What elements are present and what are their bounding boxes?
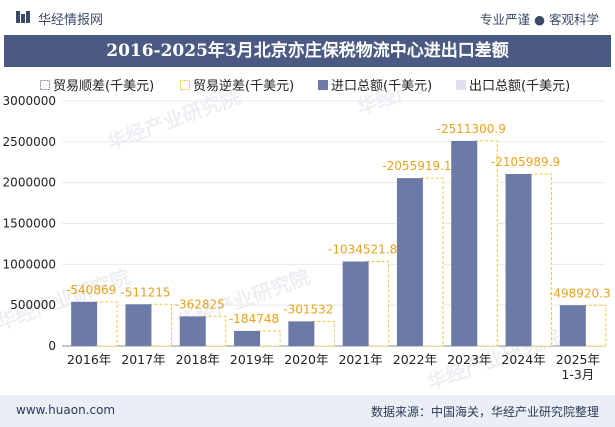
x-tick-label: 2024年 [501,352,545,367]
data-label: -362825 [175,297,225,311]
chart-legend: 贸易顺差(千美元) 贸易逆差(千美元) 进口总额(千美元) 出口总额(千美元) [30,75,610,94]
bar-import [559,305,586,346]
legend-swatch-export [456,79,466,90]
legend-label-deficit: 贸易逆差(千美元) [193,79,295,94]
y-axis: 0 500000 1000000 1500000 2000000 2500000 30000… [3,94,56,353]
data-label: -1034521.8 [328,243,397,257]
x-tick-label: 2017年 [121,352,165,367]
x-tick-label: 2020年 [284,352,328,367]
legend-label-surplus: 贸易顺差(千美元) [53,79,155,94]
watermark-text: 华经产业研究院 [354,90,494,120]
logo-icon [16,11,30,23]
bar-deficit [474,140,498,347]
data-label: -184748 [229,312,279,326]
legend-swatch-deficit [180,79,190,90]
y-tick-label: 3000000 [3,94,56,108]
data-label: -511215 [120,285,170,299]
legend-item-export: 出口总额(千美元) [456,75,570,94]
legend-item-surplus: 贸易顺差(千美元) [40,75,154,94]
chart-data-labels: -540869 -511215 -362825 -184748 -301532 -1034… [66,122,611,326]
bar-chart: 华经产业研究院华经产业研究院华经产业研究院华经产业研究院华经产业研究院 -540… [0,90,611,395]
data-label: -498920.3 [549,286,611,300]
bar-import [179,316,206,346]
bar-deficit [366,261,390,347]
y-tick-label: 1000000 [3,257,56,271]
title-band: 2016-2025年3月北京亦庄保税物流中心进出口差额 [4,35,611,67]
chart-bars [71,140,607,347]
data-label: -2105989.9 [491,155,560,169]
bar-import [505,174,532,346]
data-label: -2055919.1 [382,159,451,173]
data-label: -540869 [66,283,116,297]
x-tick-label: 2022年 [393,352,437,367]
legend-item-deficit: 贸易逆差(千美元) [180,75,294,94]
bar-import [288,321,315,346]
x-axis: 2016年 2017年 2018年 2019年 2020年 2021年 2022年 2023年… [67,352,600,382]
tagline-left: 专业严谨 [480,12,531,27]
bar-import [396,178,423,346]
bar-deficit [203,315,227,347]
y-tick-label: 0 [48,339,56,353]
top-bar: 华经情报网 专业严谨 ● 客观科学 [0,0,615,34]
bar-import [71,301,98,346]
data-label: -301532 [283,302,333,316]
bar-deficit [311,320,335,347]
bar-deficit [583,304,607,347]
tagline: 专业严谨 ● 客观科学 [480,9,599,28]
bar-import [342,261,369,346]
watermark-text: 华经产业研究院 [104,90,244,155]
y-tick-label: 2500000 [3,135,56,149]
legend-label-import: 进口总额(千美元) [331,79,433,94]
bar-import [234,330,261,346]
bar-deficit [94,301,118,347]
y-tick-label: 1500000 [3,217,56,231]
legend-swatch-surplus [40,79,50,90]
footer-source: 数据来源：中国海关，华经产业研究院整理 [370,405,599,419]
legend-swatch-import [318,79,328,90]
x-tick-label: 2016年 [67,352,111,367]
bar-deficit [529,173,553,347]
x-tick-label: 2021年 [338,352,382,367]
bar-deficit [148,303,172,347]
legend-item-import: 进口总额(千美元) [318,75,432,94]
bar-import [125,304,152,346]
x-tick-label: 2025年 [556,352,600,367]
legend-label-export: 出口总额(千美元) [469,79,571,94]
bar-import [451,140,478,346]
x-tick-label: 2019年 [230,352,274,367]
tagline-separator: ● [534,12,545,27]
tagline-right: 客观科学 [548,12,599,27]
x-tick-label: 2023年 [447,352,491,367]
y-tick-label: 2000000 [3,176,56,190]
x-tick-label: 2018年 [176,352,220,367]
footer: www.huaon.com 数据来源：中国海关，华经产业研究院整理 [0,395,615,427]
x-tick-label: 1-3月 [561,367,594,382]
brand-name: 华经情报网 [38,13,104,28]
chart-title: 2016-2025年3月北京亦庄保税物流中心进出口差额 [106,41,509,61]
y-tick-label: 500000 [10,298,56,312]
footer-website: www.huaon.com [16,403,116,417]
bar-deficit [420,177,444,347]
bar-deficit [257,330,281,347]
data-label: -2511300.9 [437,122,506,136]
